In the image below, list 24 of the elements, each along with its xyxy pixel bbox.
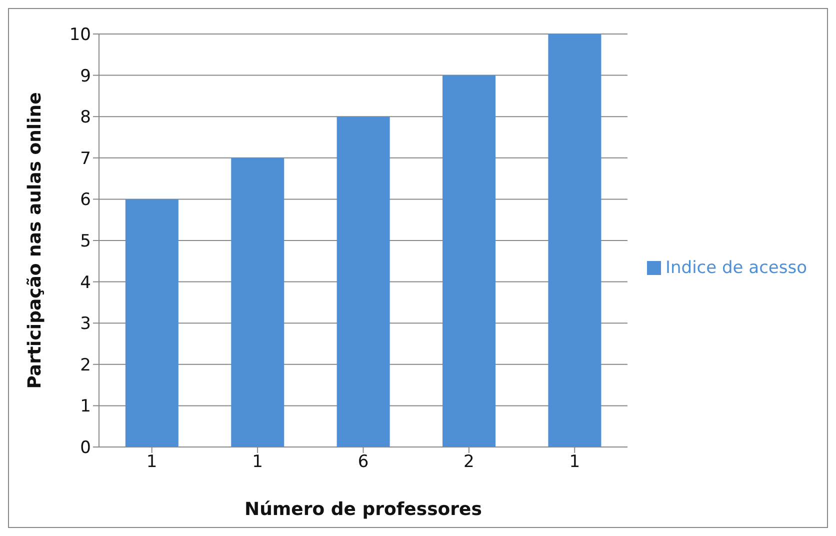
y-tick-label: 10 <box>69 25 91 46</box>
y-tick-label: 3 <box>80 314 91 334</box>
y-tick-label: 9 <box>80 66 91 86</box>
y-tick-label: 4 <box>80 272 91 293</box>
y-tick-label: 1 <box>80 396 91 417</box>
x-tick-label: 1 <box>252 452 263 472</box>
y-tick-label: 7 <box>80 148 91 169</box>
y-tick-label: 2 <box>80 355 91 376</box>
bar <box>125 199 178 447</box>
bar <box>548 34 602 447</box>
y-tick-label: 0 <box>80 438 91 458</box>
x-tick-label: 1 <box>569 452 580 472</box>
bar <box>231 158 284 447</box>
x-tick-label: 6 <box>358 452 369 472</box>
y-axis-title: Participação nas aulas online <box>24 92 46 389</box>
bar <box>442 75 496 447</box>
legend-label: Indice de acesso <box>665 258 807 278</box>
x-tick-label: 1 <box>146 452 158 472</box>
x-tick-label: 2 <box>464 452 474 472</box>
y-tick-label: 8 <box>80 108 91 128</box>
y-tick-label: 5 <box>80 232 91 252</box>
bar <box>336 116 390 447</box>
x-axis-title: Número de professores <box>244 498 482 520</box>
y-tick-label: 6 <box>80 190 91 210</box>
